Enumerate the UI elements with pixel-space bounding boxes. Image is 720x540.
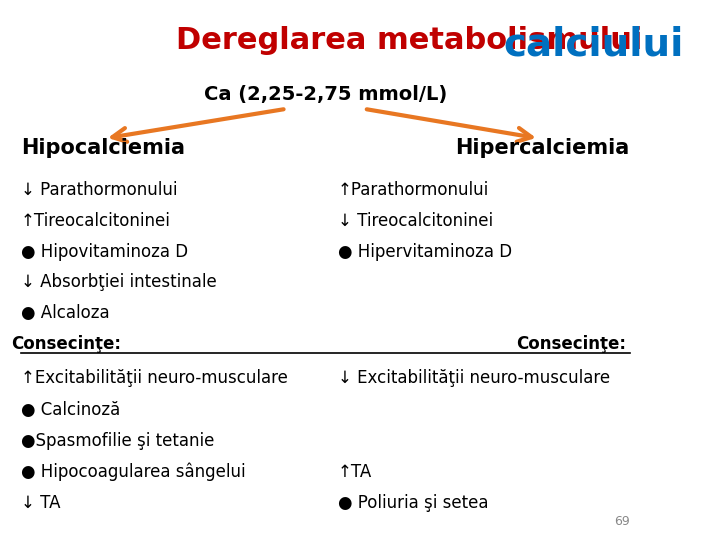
Text: Hipocalciemia: Hipocalciemia: [21, 138, 185, 158]
Text: ● Alcaloza: ● Alcaloza: [21, 304, 109, 322]
Text: ↑Excitabilităţii neuro-musculare: ↑Excitabilităţii neuro-musculare: [21, 369, 288, 387]
Text: ● Hipervitaminoza D: ● Hipervitaminoza D: [338, 242, 512, 261]
Text: ↓ Parathormonului: ↓ Parathormonului: [21, 181, 177, 199]
Text: ● Calcinoză: ● Calcinoză: [21, 401, 120, 418]
Text: ● Hipovitaminoza D: ● Hipovitaminoza D: [21, 242, 188, 261]
Text: ↓ Absorbţiei intestinale: ↓ Absorbţiei intestinale: [21, 273, 217, 291]
Text: ↓ Excitabilităţii neuro-musculare: ↓ Excitabilităţii neuro-musculare: [338, 369, 611, 387]
Text: ●Spasmofilie şi tetanie: ●Spasmofilie şi tetanie: [21, 431, 214, 450]
Text: ↓ Tireocalcitoninei: ↓ Tireocalcitoninei: [338, 212, 493, 230]
Text: Dereglarea metabolismului: Dereglarea metabolismului: [176, 25, 653, 55]
Text: Consecinţe:: Consecinţe:: [516, 335, 626, 353]
Text: ↑Tireocalcitoninei: ↑Tireocalcitoninei: [21, 212, 171, 230]
Text: Ca (2,25-2,75 mmol/L): Ca (2,25-2,75 mmol/L): [204, 85, 447, 104]
Text: 69: 69: [613, 515, 629, 528]
Text: ● Hipocoagularea sângelui: ● Hipocoagularea sângelui: [21, 463, 246, 481]
Text: ↑TA: ↑TA: [338, 463, 372, 481]
Text: Consecinţe:: Consecinţe:: [11, 335, 121, 353]
Text: ↑Parathormonului: ↑Parathormonului: [338, 181, 490, 199]
Text: Hipercalciemia: Hipercalciemia: [455, 138, 629, 158]
Text: ↓ TA: ↓ TA: [21, 494, 60, 512]
Text: ● Poliuria şi setea: ● Poliuria şi setea: [338, 494, 489, 512]
Text: calciului: calciului: [503, 25, 683, 64]
